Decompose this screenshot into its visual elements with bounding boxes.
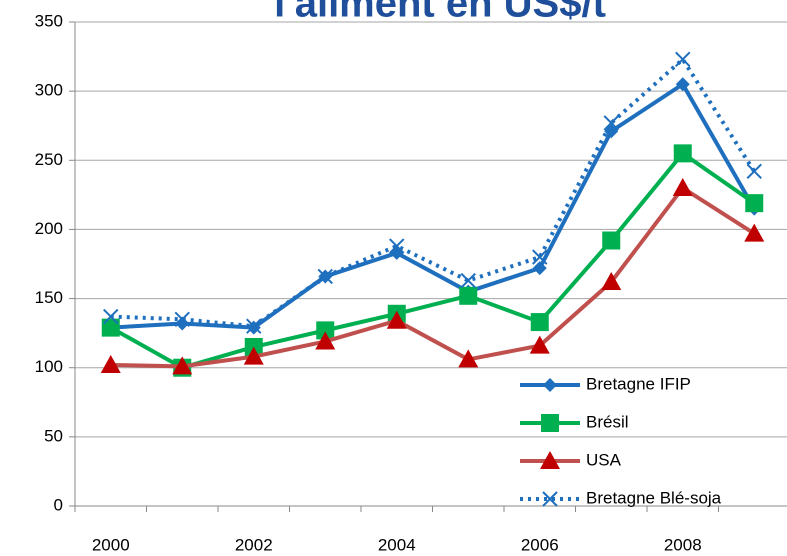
marker: [458, 349, 479, 368]
x-tick-label: 2000: [92, 535, 130, 554]
marker: [675, 51, 691, 68]
chart-title: l'aliment en US$/t: [274, 0, 606, 26]
marker: [246, 318, 262, 334]
y-tick-label: 250: [35, 150, 63, 169]
marker: [746, 163, 762, 180]
marker: [602, 231, 621, 250]
x-tick-label: 2008: [664, 535, 702, 554]
series-line: [110, 81, 756, 330]
marker: [744, 223, 765, 242]
x-tick-label: 2006: [521, 535, 559, 554]
marker: [459, 286, 478, 305]
legend-label: USA: [586, 450, 622, 469]
marker: [532, 261, 547, 276]
marker: [675, 77, 690, 92]
marker: [386, 310, 407, 329]
legend-label: Bretagne Blé-soja: [586, 488, 722, 507]
y-tick-label: 200: [35, 219, 63, 238]
y-tick-label: 0: [54, 495, 63, 514]
marker: [542, 491, 558, 507]
marker: [540, 451, 560, 469]
x-tick-label: 2002: [235, 535, 273, 554]
marker: [100, 354, 121, 373]
y-tick-label: 300: [35, 81, 63, 100]
marker: [601, 271, 622, 290]
marker: [529, 335, 550, 354]
marker: [673, 144, 692, 163]
marker: [532, 249, 548, 265]
marker: [172, 356, 193, 375]
marker: [317, 268, 333, 285]
series-line: [110, 185, 756, 369]
marker: [541, 414, 559, 432]
marker: [460, 272, 476, 289]
marker: [315, 331, 336, 350]
y-tick-label: 150: [35, 288, 63, 307]
series-line: [109, 150, 756, 370]
marker: [243, 346, 264, 365]
marker: [389, 238, 405, 254]
legend-label: Bretagne IFIP: [586, 374, 691, 393]
marker: [543, 378, 557, 392]
marker: [103, 308, 119, 325]
marker: [174, 311, 190, 328]
x-tick-label: 2004: [378, 535, 416, 554]
y-tick-label: 350: [35, 11, 63, 30]
marker: [530, 313, 549, 332]
y-tick-label: 100: [35, 357, 63, 376]
marker: [672, 177, 693, 196]
marker: [101, 318, 120, 337]
legend-label: Brésil: [586, 412, 629, 431]
y-tick-label: 50: [44, 426, 63, 445]
marker: [603, 115, 619, 131]
marker: [745, 194, 764, 213]
marker: [316, 321, 335, 340]
marker: [175, 316, 190, 331]
